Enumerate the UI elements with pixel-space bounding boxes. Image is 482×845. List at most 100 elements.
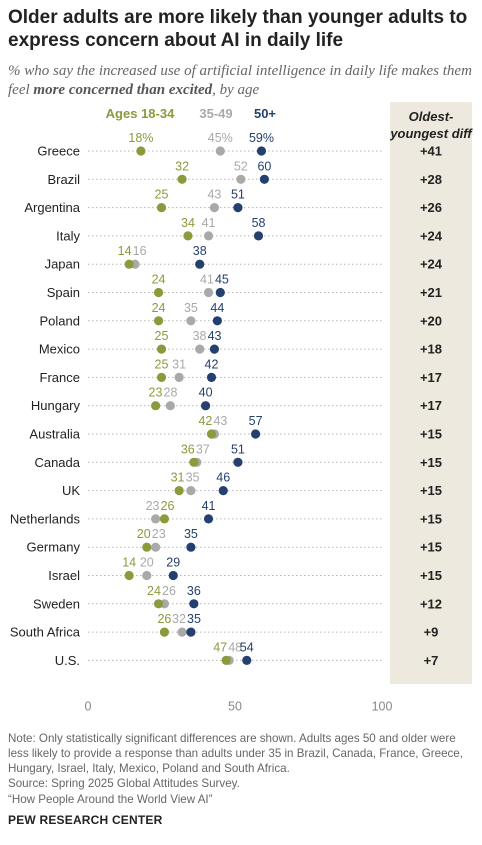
value-label-old-australia: 57 bbox=[249, 414, 263, 428]
country-label-israel: Israel bbox=[48, 568, 80, 583]
value-label-middle-israel: 20 bbox=[140, 556, 154, 570]
diff-value-poland: +20 bbox=[420, 313, 442, 328]
country-label-brazil: Brazil bbox=[47, 172, 80, 187]
value-label-old-japan: 38 bbox=[193, 244, 207, 258]
diff-value-spain: +21 bbox=[420, 285, 442, 300]
value-label-old-mexico: 43 bbox=[208, 329, 222, 343]
country-label-canada: Canada bbox=[34, 455, 80, 470]
country-label-argentina: Argentina bbox=[24, 200, 80, 215]
diff-value-netherlands: +15 bbox=[420, 511, 442, 526]
value-label-middle-france: 31 bbox=[172, 357, 186, 371]
value-label-old-canada: 51 bbox=[231, 442, 245, 456]
country-label-sweden: Sweden bbox=[33, 596, 80, 611]
value-label-young-australia: 42 bbox=[198, 414, 212, 428]
diff-value-canada: +15 bbox=[420, 455, 442, 470]
dot-young-poland bbox=[154, 316, 163, 325]
dot-old-france bbox=[207, 373, 216, 382]
dot-old-u-s- bbox=[242, 656, 251, 665]
dot-old-netherlands bbox=[204, 514, 213, 523]
diff-value-israel: +15 bbox=[420, 568, 442, 583]
dot-young-germany bbox=[142, 543, 151, 552]
value-label-young-japan: 14 bbox=[118, 244, 132, 258]
value-label-old-argentina: 51 bbox=[231, 188, 245, 202]
dot-old-germany bbox=[186, 543, 195, 552]
value-label-old-hungary: 40 bbox=[199, 386, 213, 400]
country-label-france: France bbox=[40, 370, 80, 385]
value-label-young-greece: 18% bbox=[128, 131, 153, 145]
country-label-greece: Greece bbox=[37, 144, 80, 159]
dot-young-netherlands bbox=[160, 514, 169, 523]
chart-source: Source: Spring 2025 Global Attitudes Sur… bbox=[8, 776, 478, 791]
diff-value-mexico: +18 bbox=[420, 342, 442, 357]
value-label-old-u-s-: 54 bbox=[240, 640, 254, 654]
country-label-italy: Italy bbox=[56, 228, 80, 243]
value-label-old-israel: 29 bbox=[166, 556, 180, 570]
value-label-middle-brazil: 52 bbox=[234, 159, 248, 173]
country-label-south-africa: South Africa bbox=[10, 625, 81, 640]
dot-young-sweden bbox=[154, 599, 163, 608]
value-label-young-mexico: 25 bbox=[155, 329, 169, 343]
value-label-young-spain: 24 bbox=[152, 273, 166, 287]
country-label-netherlands: Netherlands bbox=[10, 511, 81, 526]
dot-young-south-africa bbox=[160, 628, 169, 637]
dot-middle-south-africa bbox=[177, 628, 186, 637]
value-label-middle-spain: 41 bbox=[200, 273, 214, 287]
value-label-middle-sweden: 26 bbox=[162, 584, 176, 598]
value-label-middle-poland: 35 bbox=[184, 301, 198, 315]
dot-middle-poland bbox=[186, 316, 195, 325]
dot-old-uk bbox=[219, 486, 228, 495]
dot-middle-italy bbox=[204, 231, 213, 240]
dot-young-argentina bbox=[157, 203, 166, 212]
diff-value-greece: +41 bbox=[420, 144, 442, 159]
value-label-young-u-s-: 47 bbox=[213, 640, 227, 654]
country-label-spain: Spain bbox=[47, 285, 80, 300]
value-label-middle-italy: 41 bbox=[202, 216, 216, 230]
dot-middle-uk bbox=[186, 486, 195, 495]
dot-young-japan bbox=[125, 260, 134, 269]
value-label-middle-germany: 23 bbox=[152, 527, 166, 541]
value-label-young-germany: 20 bbox=[137, 527, 151, 541]
x-tick-0: 0 bbox=[85, 699, 92, 713]
value-label-middle-australia: 43 bbox=[213, 414, 227, 428]
dot-old-greece bbox=[257, 146, 266, 155]
value-label-middle-mexico: 38 bbox=[193, 329, 207, 343]
country-label-u-s-: U.S. bbox=[55, 653, 80, 668]
value-label-young-brazil: 32 bbox=[175, 159, 189, 173]
dot-middle-argentina bbox=[210, 203, 219, 212]
dot-middle-germany bbox=[151, 543, 160, 552]
dot-middle-spain bbox=[204, 288, 213, 297]
value-label-old-netherlands: 41 bbox=[202, 499, 216, 513]
dot-old-australia bbox=[251, 429, 260, 438]
legend-middle: 35-49 bbox=[199, 106, 232, 121]
dot-old-hungary bbox=[201, 401, 210, 410]
value-label-young-argentina: 25 bbox=[155, 188, 169, 202]
value-label-young-south-africa: 26 bbox=[157, 612, 171, 626]
value-label-young-france: 25 bbox=[155, 357, 169, 371]
value-label-old-south-africa: 35 bbox=[187, 612, 201, 626]
country-label-mexico: Mexico bbox=[39, 342, 80, 357]
dot-old-south-africa bbox=[186, 628, 195, 637]
value-label-middle-hungary: 28 bbox=[164, 386, 178, 400]
country-label-australia: Australia bbox=[29, 427, 80, 442]
dot-middle-hungary bbox=[166, 401, 175, 410]
dot-old-mexico bbox=[210, 345, 219, 354]
value-label-middle-uk: 35 bbox=[186, 471, 200, 485]
dot-middle-netherlands bbox=[151, 514, 160, 523]
diff-value-sweden: +12 bbox=[420, 596, 442, 611]
value-label-young-israel: 14 bbox=[122, 556, 136, 570]
value-label-young-hungary: 23 bbox=[149, 386, 163, 400]
value-label-young-netherlands: 26 bbox=[161, 499, 175, 513]
value-label-old-spain: 45 bbox=[215, 273, 229, 287]
dot-middle-mexico bbox=[195, 345, 204, 354]
dot-middle-france bbox=[175, 373, 184, 382]
diff-value-uk: +15 bbox=[420, 483, 442, 498]
legend-old: 50+ bbox=[254, 106, 276, 121]
value-label-old-italy: 58 bbox=[252, 216, 266, 230]
dot-old-italy bbox=[254, 231, 263, 240]
value-label-middle-netherlands: 23 bbox=[146, 499, 160, 513]
country-label-japan: Japan bbox=[45, 257, 80, 272]
x-tick-100: 100 bbox=[372, 699, 393, 713]
chart-note: Note: Only statistically significant dif… bbox=[8, 731, 478, 776]
dot-old-japan bbox=[195, 260, 204, 269]
country-label-hungary: Hungary bbox=[31, 398, 81, 413]
